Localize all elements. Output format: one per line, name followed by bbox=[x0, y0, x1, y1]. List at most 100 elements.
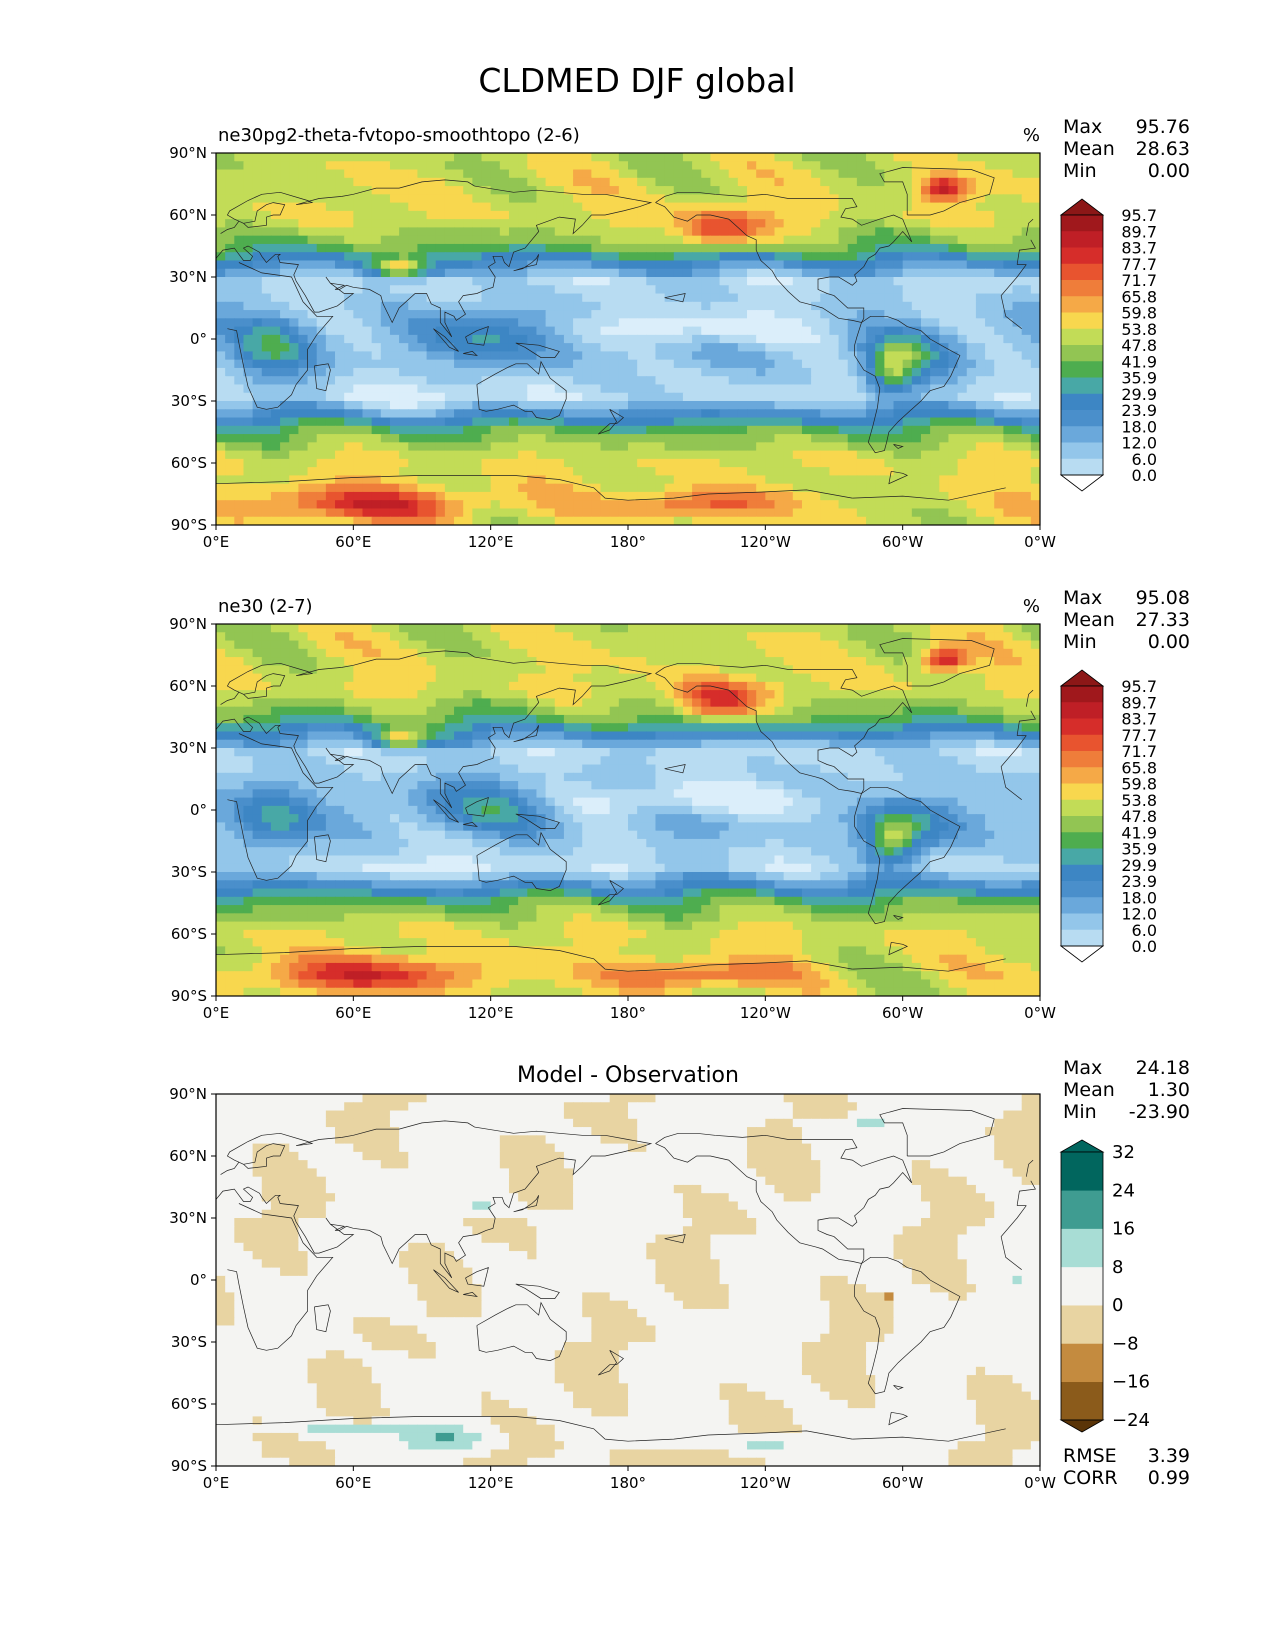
colorbar: 0.06.012.018.023.929.935.941.947.853.859… bbox=[1059, 669, 1157, 963]
stat-value: 27.33 bbox=[1136, 609, 1190, 631]
colorbar-label: 6.0 bbox=[1132, 921, 1157, 940]
x-tick-label: 120°W bbox=[740, 1474, 791, 1492]
colorbar-label: 95.7 bbox=[1121, 206, 1157, 225]
stat-value: 0.00 bbox=[1148, 631, 1190, 653]
y-tick-label: 60°N bbox=[169, 1147, 207, 1165]
y-tick-label: 90°S bbox=[171, 1457, 207, 1475]
colorbar-label: 32 bbox=[1112, 1142, 1135, 1163]
stat-label: Max bbox=[1063, 116, 1102, 138]
stat-label: Mean bbox=[1063, 138, 1115, 160]
stat-value: -23.90 bbox=[1129, 1101, 1190, 1123]
stat-label: Min bbox=[1063, 1101, 1097, 1123]
x-tick-label: 120°E bbox=[468, 1004, 514, 1022]
colorbar-label: 95.7 bbox=[1121, 677, 1157, 696]
x-tick-label: 120°W bbox=[740, 1004, 791, 1022]
contour-field bbox=[216, 1094, 1040, 1466]
colorbar-label: 59.8 bbox=[1121, 775, 1157, 794]
stat-label: Max bbox=[1063, 587, 1102, 609]
colorbar-label: 47.8 bbox=[1121, 336, 1157, 355]
coastlines bbox=[216, 638, 1036, 972]
x-tick-label: 0°W bbox=[1024, 1004, 1056, 1022]
colorbar-label: 53.8 bbox=[1121, 791, 1157, 810]
y-tick-label: 0° bbox=[190, 1271, 207, 1289]
colorbar-label: 65.8 bbox=[1121, 287, 1157, 306]
x-tick-label: 60°E bbox=[335, 1004, 371, 1022]
stat-label: Min bbox=[1063, 631, 1097, 653]
colorbar-label: 0.0 bbox=[1132, 937, 1157, 956]
stat-value: 28.63 bbox=[1136, 138, 1190, 160]
colorbar-label: 12.0 bbox=[1121, 905, 1157, 924]
colorbar-label: −8 bbox=[1112, 1333, 1139, 1354]
colorbar-label: 83.7 bbox=[1121, 239, 1157, 258]
colorbar-label: 77.7 bbox=[1121, 255, 1157, 274]
contour-field bbox=[216, 624, 1040, 996]
stat-label: Mean bbox=[1063, 609, 1115, 631]
units-label: % bbox=[1023, 125, 1040, 146]
colorbar-label: 41.9 bbox=[1121, 352, 1157, 371]
colorbar-label: 77.7 bbox=[1121, 726, 1157, 745]
colorbar-label: 16 bbox=[1112, 1219, 1135, 1240]
colorbar-label: 23.9 bbox=[1121, 401, 1157, 420]
panel-title: ne30 (2-7) bbox=[218, 596, 313, 617]
x-tick-label: 180° bbox=[610, 1474, 646, 1492]
coastlines bbox=[216, 167, 1036, 501]
x-tick-label: 120°W bbox=[740, 533, 791, 551]
x-tick-label: 60°W bbox=[882, 1004, 924, 1022]
stat-value: 1.30 bbox=[1148, 1079, 1190, 1101]
colorbar-label: 24 bbox=[1112, 1180, 1135, 1201]
y-tick-label: 90°N bbox=[169, 144, 207, 162]
corr-value: 0.99 bbox=[1148, 1467, 1190, 1489]
colorbar-label: 41.9 bbox=[1121, 823, 1157, 842]
colorbar-label: 0.0 bbox=[1132, 466, 1157, 485]
stat-value: 95.76 bbox=[1136, 116, 1190, 138]
colorbar-label: 35.9 bbox=[1121, 840, 1157, 859]
colorbar-label: 47.8 bbox=[1121, 807, 1157, 826]
x-tick-label: 60°E bbox=[335, 533, 371, 551]
colorbar-label: 8 bbox=[1112, 1257, 1123, 1278]
y-tick-label: 90°S bbox=[171, 516, 207, 534]
colorbar-label: 65.8 bbox=[1121, 758, 1157, 777]
map-panel-test: 0°E 60°E 120°E 180° 120°W 60°W 0°W 90°N 60°N 30°N… bbox=[169, 116, 1190, 551]
y-tick-label: 30°S bbox=[171, 392, 207, 410]
x-tick-label: 0°E bbox=[203, 1004, 230, 1022]
rmse-value: 3.39 bbox=[1148, 1445, 1190, 1467]
rmse-label: RMSE bbox=[1063, 1445, 1117, 1467]
corr-label: CORR bbox=[1063, 1467, 1118, 1489]
x-tick-label: 60°W bbox=[882, 533, 924, 551]
colorbar-label: 35.9 bbox=[1121, 369, 1157, 388]
x-tick-label: 0°E bbox=[203, 1474, 230, 1492]
colorbar-label: 71.7 bbox=[1121, 742, 1157, 761]
stat-label: Mean bbox=[1063, 1079, 1115, 1101]
y-tick-label: 60°S bbox=[171, 1395, 207, 1413]
y-tick-label: 90°S bbox=[171, 987, 207, 1005]
x-tick-label: 0°W bbox=[1024, 533, 1056, 551]
colorbar-label: 59.8 bbox=[1121, 304, 1157, 323]
map-panel-reference: 0°E 60°E 120°E 180° 120°W 60°W 0°W 90°N 60°N 30°N… bbox=[169, 587, 1190, 1022]
coastlines bbox=[216, 1108, 1036, 1442]
figure-title: CLDMED DJF global bbox=[478, 61, 795, 100]
y-tick-label: 60°N bbox=[169, 206, 207, 224]
y-tick-label: 30°S bbox=[171, 863, 207, 881]
colorbar-label: 6.0 bbox=[1132, 450, 1157, 469]
x-tick-label: 120°E bbox=[468, 533, 514, 551]
x-tick-label: 180° bbox=[610, 533, 646, 551]
y-tick-label: 90°N bbox=[169, 1085, 207, 1103]
colorbar: −24 −16 −8 0 8 16 24 32 bbox=[1059, 1139, 1150, 1433]
colorbar-label: 83.7 bbox=[1121, 710, 1157, 729]
stat-value: 95.08 bbox=[1136, 587, 1190, 609]
y-tick-label: 60°S bbox=[171, 925, 207, 943]
y-tick-label: 90°N bbox=[169, 615, 207, 633]
colorbar-label: 71.7 bbox=[1121, 271, 1157, 290]
stat-value: 24.18 bbox=[1136, 1057, 1190, 1079]
panel-title: ne30pg2-theta-fvtopo-smoothtopo (2-6) bbox=[218, 125, 580, 146]
colorbar-label: −16 bbox=[1112, 1372, 1150, 1393]
colorbar-label: 0 bbox=[1112, 1295, 1123, 1316]
colorbar-label: 29.9 bbox=[1121, 856, 1157, 875]
colorbar-label: 12.0 bbox=[1121, 434, 1157, 453]
colorbar-label: 23.9 bbox=[1121, 872, 1157, 891]
colorbar-label: 29.9 bbox=[1121, 385, 1157, 404]
colorbar-label: 18.0 bbox=[1121, 888, 1157, 907]
stat-value: 0.00 bbox=[1148, 160, 1190, 182]
y-tick-label: 30°N bbox=[169, 1209, 207, 1227]
